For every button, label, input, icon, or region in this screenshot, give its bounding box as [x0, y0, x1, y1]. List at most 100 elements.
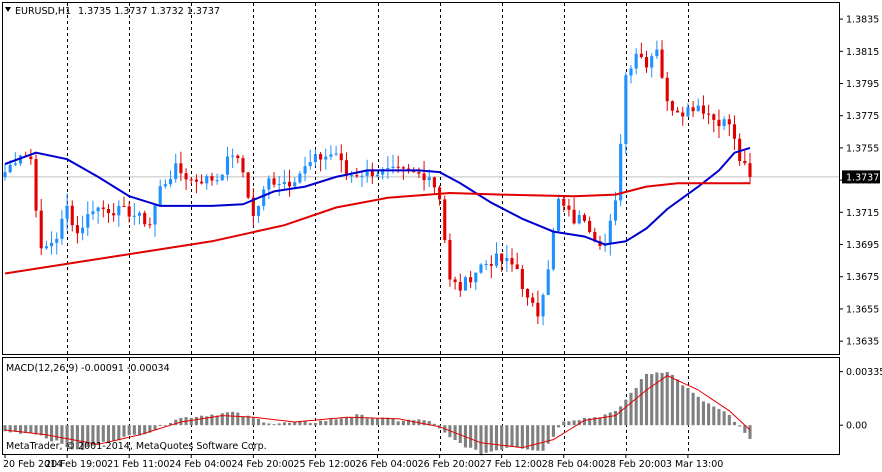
- macd-bar: [520, 425, 524, 449]
- candle-body: [189, 179, 193, 181]
- candle: [298, 170, 302, 185]
- candle: [613, 191, 618, 226]
- candle-body: [655, 49, 659, 57]
- candle-body: [267, 178, 271, 190]
- candle: [143, 210, 147, 227]
- candle-body: [210, 176, 214, 181]
- macd-bar: [194, 417, 198, 426]
- candle-body: [707, 113, 711, 115]
- macd-bar: [582, 417, 586, 426]
- macd-bar: [251, 417, 255, 426]
- macd-bar: [432, 423, 436, 426]
- candle: [567, 198, 571, 217]
- candle-body: [303, 166, 307, 174]
- candle: [13, 152, 17, 167]
- candle-body: [184, 173, 188, 180]
- candle-body: [577, 215, 581, 224]
- macd-bar: [256, 418, 261, 426]
- candle-body: [396, 166, 400, 168]
- macd-bar: [732, 421, 737, 426]
- candle: [169, 170, 173, 188]
- macd-bar: [588, 418, 592, 426]
- candle-body: [370, 169, 374, 177]
- moving-average-fast: [4, 146, 751, 246]
- candle-body: [225, 156, 230, 175]
- candle: [732, 115, 737, 150]
- candle-body: [355, 175, 359, 177]
- candle: [634, 48, 638, 75]
- candle: [655, 40, 659, 59]
- candle: [443, 195, 447, 244]
- candle: [174, 153, 178, 183]
- candle-body: [324, 156, 328, 160]
- candle-body: [417, 172, 421, 174]
- candle: [370, 162, 374, 185]
- candle: [562, 195, 566, 213]
- macd-bar: [303, 421, 307, 426]
- macd-bar: [422, 420, 426, 426]
- macd-bar: [670, 374, 674, 426]
- candle: [334, 145, 338, 157]
- candle-body: [386, 168, 390, 170]
- macd-bar: [639, 379, 643, 426]
- candle-body: [65, 205, 69, 219]
- candle: [148, 217, 152, 229]
- candle: [55, 232, 59, 255]
- candle: [86, 201, 90, 236]
- macd-bar: [117, 425, 121, 441]
- candle-body: [13, 163, 17, 165]
- candle: [525, 288, 530, 306]
- candle: [691, 100, 695, 117]
- candle-body: [44, 246, 48, 249]
- candle: [220, 174, 224, 181]
- candle-body: [112, 213, 116, 216]
- candle: [246, 171, 250, 200]
- candle: [582, 213, 586, 223]
- time-tick-label: 3 Mar 13:00: [666, 459, 723, 470]
- price-tick-label: 1.3795: [846, 79, 879, 90]
- price-tick-label: 1.3835: [846, 15, 879, 26]
- candle: [236, 154, 240, 164]
- candle-body: [474, 272, 478, 283]
- price-tick-label: 1.3675: [846, 272, 879, 283]
- candle: [676, 107, 680, 113]
- price-candles: [3, 40, 752, 326]
- price-tick-label: 1.3715: [846, 208, 879, 219]
- candle: [44, 240, 48, 250]
- time-tick-label: 24 Feb 20:00: [231, 459, 293, 470]
- time-tick-label: 20 Feb 2014: [3, 459, 62, 470]
- candle: [572, 197, 576, 225]
- macd-bar: [551, 425, 555, 437]
- candle-body: [634, 53, 638, 69]
- triangle-down-icon[interactable]: [5, 7, 11, 12]
- candle: [205, 173, 209, 190]
- candle: [665, 71, 669, 111]
- macd-bar: [122, 425, 126, 437]
- candle-body: [329, 154, 333, 157]
- candle-body: [117, 205, 121, 216]
- macd-bar: [236, 412, 240, 426]
- candle-body: [158, 186, 162, 206]
- candle-body: [500, 253, 504, 262]
- macd-bar: [220, 413, 224, 426]
- candle: [608, 214, 612, 256]
- macd-bar: [137, 425, 142, 436]
- time-tick-label: 21 Feb 11:00: [107, 459, 169, 470]
- candle-body: [443, 199, 447, 241]
- macd-bar: [225, 412, 230, 426]
- candle-body: [169, 178, 173, 185]
- macd-bar: [153, 425, 157, 430]
- macd-bar: [355, 414, 359, 426]
- copyright-text: MetaTrader, © 2001-2014, MetaQuotes Soft…: [6, 441, 267, 452]
- candle-body: [251, 197, 255, 216]
- time-tick-label: 28 Feb 04:00: [542, 459, 604, 470]
- candle: [189, 177, 193, 185]
- candle-body: [494, 253, 499, 266]
- candle: [577, 210, 581, 225]
- candle: [681, 106, 685, 126]
- candle-body: [458, 282, 462, 291]
- candle: [303, 156, 307, 182]
- macd-bar: [500, 425, 504, 450]
- candle: [696, 98, 700, 112]
